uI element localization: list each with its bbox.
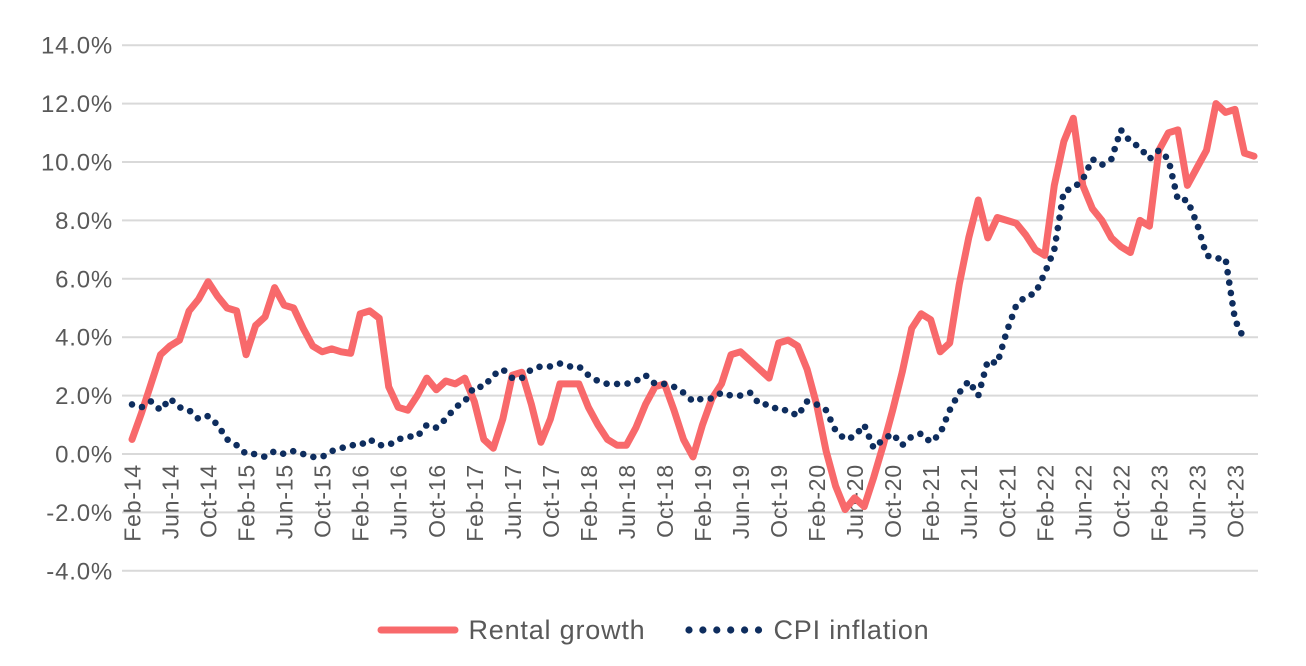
x-tick-label: Feb-14 — [120, 464, 146, 542]
legend-item-cpi-inflation: CPI inflation — [684, 615, 930, 646]
rental-growth-line — [128, 100, 1258, 513]
y-tick-label: 4.0% — [55, 325, 113, 352]
legend-label-rental-growth: Rental growth — [468, 614, 646, 645]
x-tick-label: Feb-15 — [234, 464, 260, 542]
x-tick-label: Feb-20 — [804, 464, 830, 542]
x-tick-label: Jun-23 — [1184, 464, 1210, 539]
y-tick-label: -2.0% — [46, 500, 113, 527]
rental-growth-line-swatch — [377, 626, 458, 634]
x-tick-label: Oct-22 — [1108, 464, 1134, 538]
y-tick-label: -4.0% — [46, 558, 113, 585]
x-tick-label: Oct-21 — [994, 464, 1020, 538]
cpi-inflation-line — [128, 126, 1248, 461]
x-tick-label: Feb-17 — [462, 464, 488, 542]
y-tick-label: 6.0% — [55, 266, 113, 293]
x-tick-label: Jun-18 — [614, 464, 640, 539]
legend-label-cpi-inflation: CPI inflation — [773, 614, 930, 645]
x-tick-label: Oct-16 — [424, 464, 450, 538]
x-tick-label: Oct-23 — [1222, 464, 1248, 538]
x-tick-label: Feb-19 — [690, 464, 716, 542]
x-tick-label: Jun-14 — [158, 464, 184, 539]
y-tick-label: 0.0% — [55, 442, 113, 469]
y-tick-label: 12.0% — [41, 91, 113, 118]
x-tick-label: Feb-23 — [1146, 464, 1172, 542]
y-tick-label: 14.0% — [41, 33, 113, 60]
x-tick-label: Oct-15 — [310, 464, 336, 538]
x-tick-label: Jun-19 — [728, 464, 754, 539]
y-tick-label: 10.0% — [41, 150, 113, 177]
x-tick-label: Jun-16 — [386, 464, 412, 539]
y-tick-label: 2.0% — [55, 383, 113, 410]
x-tick-label: Feb-18 — [576, 464, 602, 542]
x-tick-label: Feb-22 — [1032, 464, 1058, 542]
x-tick-label: Oct-20 — [880, 464, 906, 538]
x-tick-label: Jun-21 — [956, 464, 982, 539]
legend-item-rental-growth: Rental growth — [377, 615, 646, 646]
x-tick-label: Oct-19 — [766, 464, 792, 538]
x-tick-label: Jun-22 — [1070, 464, 1096, 539]
x-tick-label: Oct-14 — [196, 464, 222, 538]
rental-vs-cpi-line-chart: 14.0% 12.0% 10.0% 8.0% 6.0% 4.0% 2.0% 0.0% -2.0%… — [41, 33, 1258, 585]
x-tick-label: Oct-17 — [538, 464, 564, 538]
x-tick-label: Jun-15 — [272, 464, 298, 539]
x-tick-label: Oct-18 — [652, 464, 678, 538]
x-tick-label: Feb-21 — [918, 464, 944, 542]
x-tick-label: Feb-16 — [348, 464, 374, 542]
y-tick-label: 8.0% — [55, 208, 113, 235]
chart-legend: Rental growth CPI inflation — [0, 608, 1306, 652]
x-tick-label: Jun-17 — [500, 464, 526, 539]
cpi-inflation-dotted-swatch — [684, 626, 764, 634]
